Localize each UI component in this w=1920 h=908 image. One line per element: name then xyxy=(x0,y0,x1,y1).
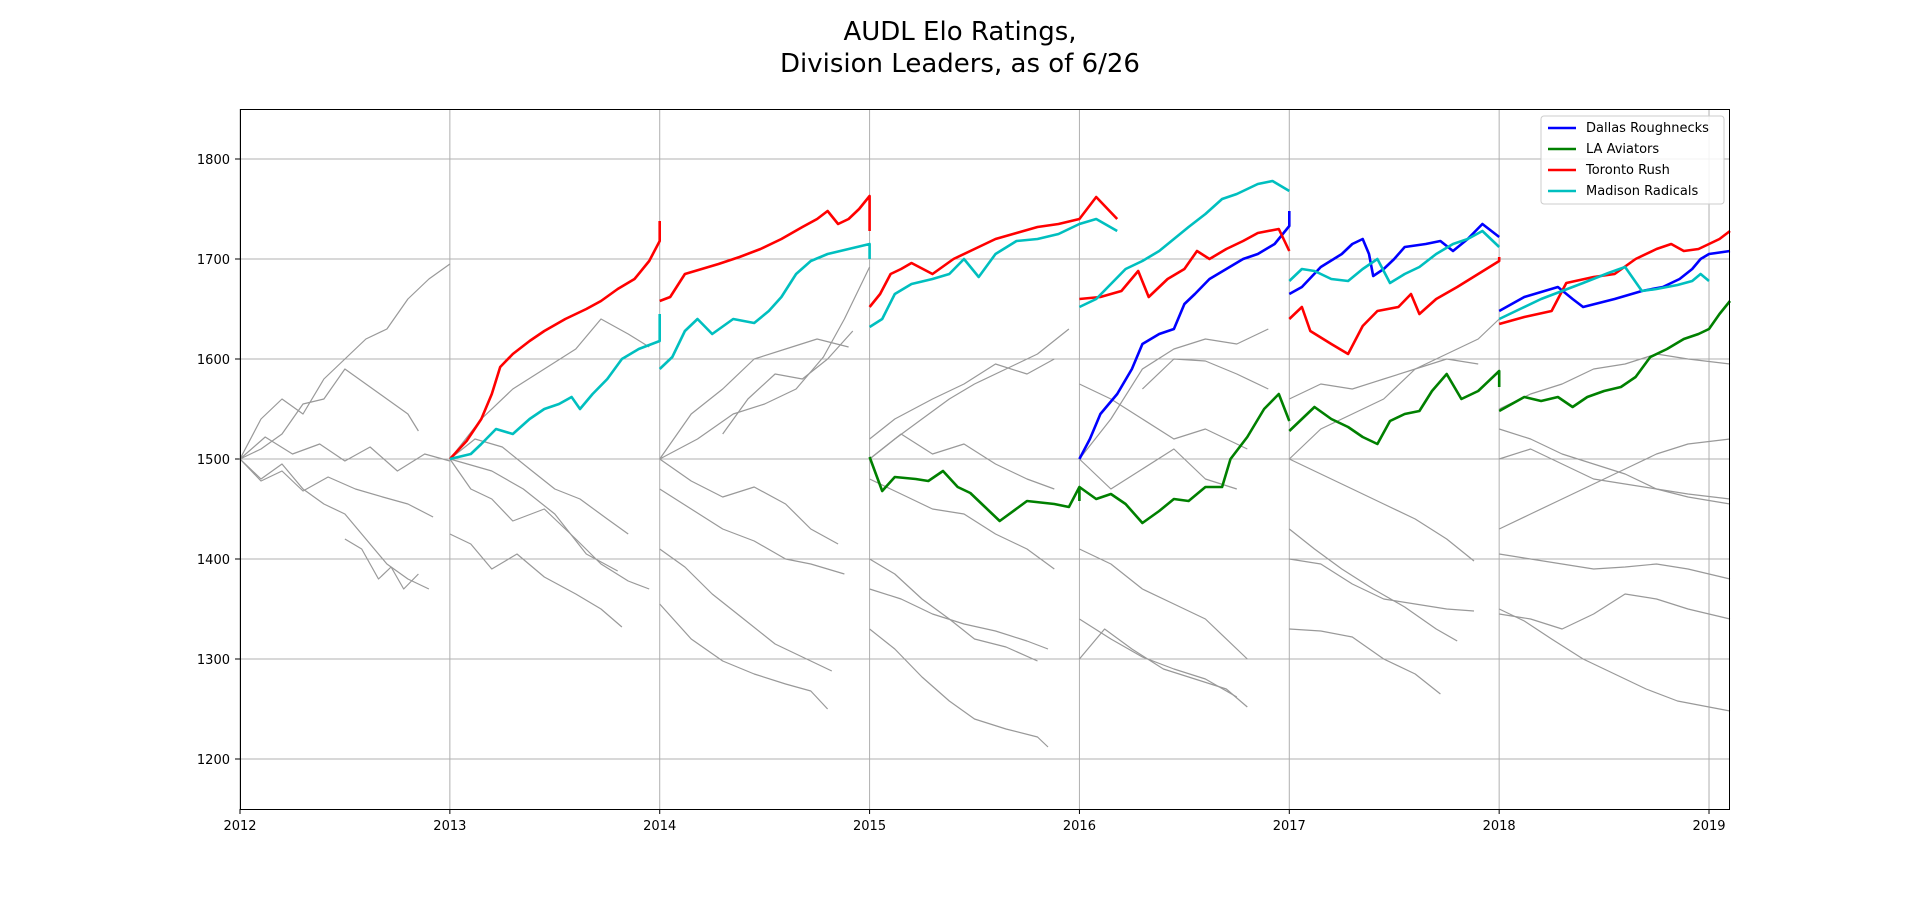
legend-label: Madison Radicals xyxy=(1586,184,1698,199)
other-team-line xyxy=(1499,448,1731,500)
other-team-line xyxy=(1079,383,1248,450)
other-team-line xyxy=(1078,448,1237,490)
x-axis-ticks: 2012 2013 2014 2015 2016 2017 2018 2019 xyxy=(223,819,1725,834)
legend-label: Dallas Roughnecks xyxy=(1586,121,1709,136)
madison-radicals-line xyxy=(1078,179,1290,309)
other-team-line xyxy=(1499,428,1731,505)
other-team-line xyxy=(239,458,434,518)
other-team-line xyxy=(449,533,623,628)
other-team-line xyxy=(1498,353,1731,410)
x-tick-label: 2018 xyxy=(1483,819,1516,834)
x-tick-label: 2017 xyxy=(1273,819,1306,834)
other-team-line xyxy=(659,548,833,672)
other-team-line xyxy=(869,433,1055,490)
legend-label: Toronto Rush xyxy=(1585,163,1670,178)
other-team-line xyxy=(1288,528,1458,642)
other-team-line xyxy=(1499,553,1731,580)
other-team-line xyxy=(1289,358,1479,400)
other-team-line xyxy=(1079,618,1238,698)
x-tick-label: 2014 xyxy=(643,819,676,834)
other-team-line xyxy=(1078,628,1248,708)
dallas-roughnecks-line xyxy=(1078,211,1291,460)
other-team-line xyxy=(239,436,451,472)
plot-frame xyxy=(240,109,1730,810)
y-tick-label: 1500 xyxy=(197,453,230,468)
other-team-line xyxy=(659,338,849,460)
other-team-line xyxy=(1498,438,1731,530)
x-tick-label: 2012 xyxy=(223,819,256,834)
other-team-line xyxy=(869,358,1055,440)
other-team-line xyxy=(659,603,829,710)
x-tick-label: 2016 xyxy=(1063,819,1096,834)
other-team-line xyxy=(1288,318,1500,460)
legend-label: LA Aviators xyxy=(1586,142,1659,157)
other-team-line xyxy=(1289,628,1441,695)
legend: Dallas Roughnecks LA Aviators Toronto Ru… xyxy=(1540,115,1725,205)
la-aviators-line xyxy=(868,456,1081,523)
other-team-line xyxy=(659,458,839,545)
other-team-line xyxy=(1289,558,1475,612)
madison-radicals-line xyxy=(658,242,871,370)
toronto-rush-line xyxy=(448,221,662,460)
la-aviators-line xyxy=(1078,392,1291,525)
other-team-line xyxy=(1498,608,1731,712)
other-team-line xyxy=(1289,458,1475,562)
chart-title-line-2: Division Leaders, as of 6/26 xyxy=(780,49,1140,79)
madison-radicals-line xyxy=(449,314,662,461)
toronto-rush-line xyxy=(868,195,1119,308)
madison-radicals-line xyxy=(1498,265,1710,321)
x-tick-label: 2015 xyxy=(853,819,886,834)
x-tick-label: 2013 xyxy=(433,819,466,834)
y-tick-label: 1400 xyxy=(197,553,230,568)
other-team-line xyxy=(659,488,845,575)
chart-title-line-1: AUDL Elo Ratings, xyxy=(843,17,1076,47)
y-axis-ticks: 1200 1300 1400 1500 1600 1700 1800 xyxy=(197,153,230,768)
toronto-rush-line xyxy=(659,194,871,303)
x-tick-label: 2019 xyxy=(1692,819,1725,834)
other-team-line xyxy=(1499,593,1731,630)
other-team-line xyxy=(869,628,1049,748)
toronto-rush-line xyxy=(1498,229,1731,326)
other-team-line xyxy=(869,478,1055,570)
other-team-line xyxy=(239,458,430,590)
other-team-line xyxy=(449,438,629,535)
y-tick-label: 1800 xyxy=(197,153,230,168)
other-team-line xyxy=(1141,358,1269,390)
other-team-line xyxy=(1079,548,1248,660)
grid xyxy=(235,109,1730,814)
madison-radicals-line xyxy=(1288,229,1501,285)
other-team-line xyxy=(449,458,618,572)
other-team-line xyxy=(869,588,1049,650)
other-team-line xyxy=(1078,328,1269,460)
series-lines xyxy=(239,179,1732,748)
y-tick-label: 1700 xyxy=(197,253,230,268)
madison-radicals-line xyxy=(868,217,1118,329)
la-aviators-line xyxy=(1288,369,1501,446)
other-team-line xyxy=(449,458,650,590)
other-team-line xyxy=(722,330,854,435)
legend-box xyxy=(1540,115,1725,205)
other-team-line xyxy=(449,318,650,460)
other-team-line xyxy=(239,263,451,460)
other-team-line xyxy=(344,538,419,590)
y-tick-label: 1200 xyxy=(197,753,230,768)
toronto-rush-line xyxy=(1079,227,1291,301)
la-aviators-line xyxy=(1498,300,1732,413)
toronto-rush-line xyxy=(1288,257,1501,356)
y-tick-label: 1300 xyxy=(197,653,230,668)
y-tick-label: 1600 xyxy=(197,353,230,368)
other-team-line xyxy=(659,266,871,460)
